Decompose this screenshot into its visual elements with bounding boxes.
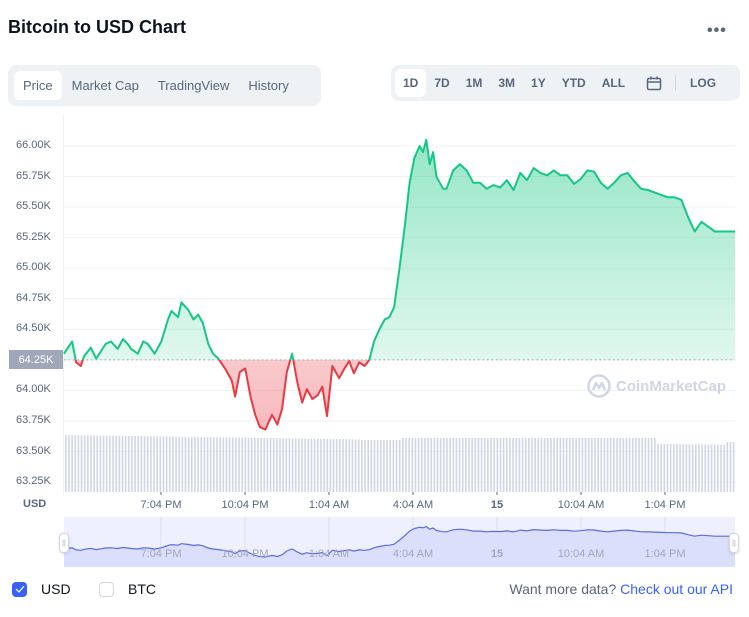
y-tick-label: 65.75K (16, 169, 51, 182)
range-navigator[interactable] (64, 517, 735, 567)
usd-label: USD (41, 581, 71, 597)
navigator-left-handle[interactable]: || (59, 533, 69, 553)
watermark-text: CoinMarketCap (616, 377, 727, 395)
btc-label: BTC (128, 581, 156, 597)
y-tick-label: 63.50K (16, 444, 51, 457)
tab-history[interactable]: History (248, 78, 289, 93)
watermark: CoinMarketCap (586, 373, 726, 399)
price-chart[interactable] (0, 110, 749, 510)
navigator-tick-label: 10:04 AM (557, 548, 605, 560)
x-tick-label: 15 (490, 499, 504, 511)
y-tick-label: 65.25K (16, 230, 51, 243)
api-promo: Want more data? Check out our API (509, 581, 733, 597)
currency-axis-label: USD (23, 498, 47, 510)
api-link[interactable]: Check out our API (620, 581, 733, 597)
navigator-tick-label: 1:04 PM (644, 548, 686, 560)
log-scale-toggle[interactable]: LOG (690, 76, 717, 90)
x-tick-label: 1:04 AM (308, 499, 350, 511)
y-tick-label: 64.00K (16, 383, 51, 396)
x-tick-label: 7:04 PM (140, 499, 182, 511)
usd-checkbox[interactable]: USD (12, 581, 71, 597)
current-price-marker: 64.25K (9, 350, 63, 369)
x-tick-label: 10:04 PM (221, 499, 269, 511)
tab-price[interactable]: Price (14, 71, 62, 100)
x-tick-label: 4:04 AM (392, 499, 434, 511)
navigator-tick-label: 1:04 AM (308, 548, 350, 560)
y-tick-label: 66.00K (16, 139, 51, 151)
coinmarketcap-logo-icon (587, 374, 611, 398)
range-1m[interactable]: 1M (465, 76, 483, 90)
tab-tradingview[interactable]: TradingView (157, 78, 230, 93)
checkbox-unchecked-icon[interactable] (99, 581, 114, 597)
y-tick-label: 64.50K (16, 322, 51, 335)
range-all[interactable]: ALL (601, 76, 626, 90)
y-tick-label: 65.00K (16, 261, 51, 274)
range-ytd[interactable]: YTD (561, 76, 586, 90)
y-tick-label: 63.25K (16, 475, 51, 488)
y-tick-label: 65.50K (16, 200, 51, 213)
chart-type-tabs: Price Market Cap TradingView History (8, 65, 321, 106)
divider (675, 75, 677, 91)
time-range-selector: 1D 7D 1M 3M 1Y YTD ALL LOG (391, 65, 740, 101)
range-3m[interactable]: 3M (498, 76, 516, 90)
x-tick-label: 1:04 PM (644, 499, 686, 511)
navigator-tick-label: 15 (490, 548, 504, 560)
navigator-right-handle[interactable]: || (729, 533, 739, 553)
navigator-tick-label: 4:04 AM (392, 548, 434, 560)
navigator-tick-label: 7:04 PM (140, 548, 182, 560)
checkbox-checked-icon[interactable] (12, 581, 27, 597)
more-options-icon[interactable]: ••• (707, 22, 727, 39)
range-7d[interactable]: 7D (434, 76, 450, 90)
calendar-icon[interactable] (639, 69, 669, 97)
page-title: Bitcoin to USD Chart (8, 17, 186, 37)
range-1d[interactable]: 1D (395, 69, 427, 97)
y-tick-label: 64.75K (16, 291, 51, 304)
btc-checkbox[interactable]: BTC (99, 581, 156, 597)
navigator-tick-label: 10:04 PM (221, 548, 269, 560)
api-prompt: Want more data? (509, 581, 617, 597)
x-tick-label: 10:04 AM (557, 499, 605, 511)
y-tick-label: 63.75K (16, 413, 51, 426)
tab-market-cap[interactable]: Market Cap (71, 78, 139, 93)
range-1y[interactable]: 1Y (531, 76, 546, 90)
